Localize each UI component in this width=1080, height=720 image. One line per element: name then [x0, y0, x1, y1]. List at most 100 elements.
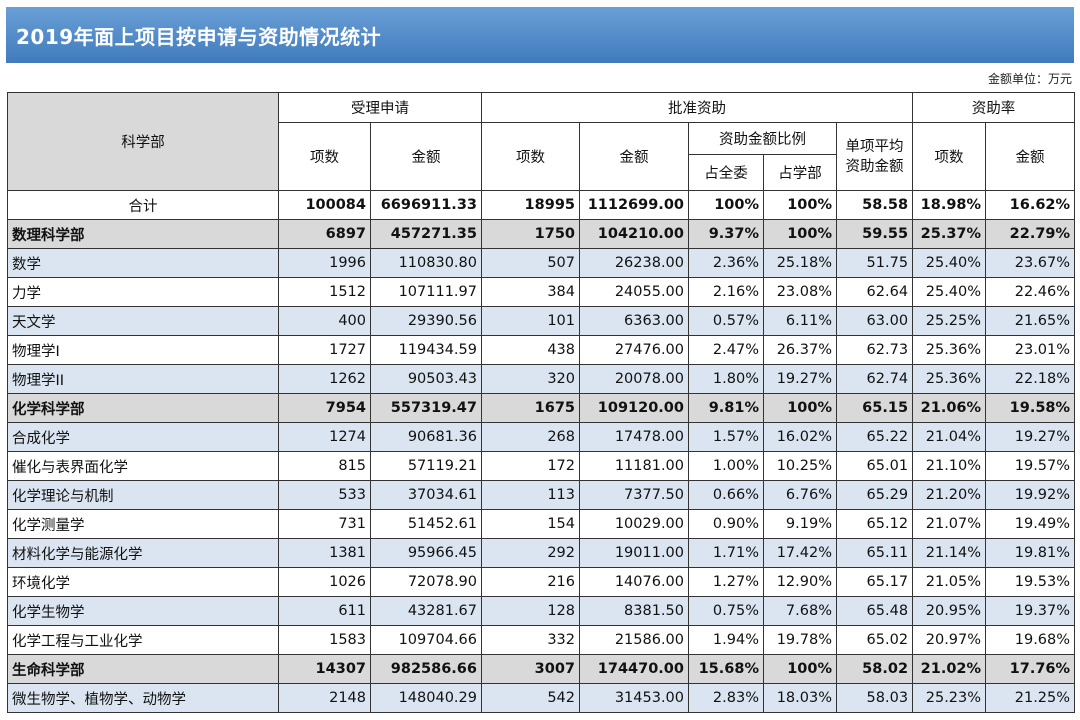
cell-app-amount: 109120.00	[579, 393, 689, 423]
cell-acc-amount: 90503.43	[370, 364, 482, 394]
cell-share-dept: 10.25%	[763, 451, 837, 481]
table-row: 化学理论与机制 533 37034.61 113 7377.50 0.66% 6.76% 65…	[7, 480, 1076, 510]
cell-app-count: 101	[481, 306, 580, 336]
dept-row: 化学科学部 7954 557319.47 1675 109120.00 9.81% 100%…	[7, 393, 1076, 423]
cell-app-amount: 10029.00	[579, 509, 689, 539]
cell-share-all: 0.90%	[688, 509, 764, 539]
cell-share-all: 0.57%	[688, 306, 764, 336]
cell-share-all: 0.66%	[688, 480, 764, 510]
row-name: 合成化学	[7, 422, 279, 452]
cell-avg: 63.00	[835, 306, 914, 336]
cell-share-all: 2.47%	[688, 335, 764, 365]
table-row: 数学 1996 110830.80 507 26238.00 2.36% 25.18% 51.…	[7, 248, 1076, 278]
cell-share-dept: 6.11%	[763, 306, 837, 336]
table-row: 力学 1512 107111.97 384 24055.00 2.16% 23.08% 62.…	[7, 277, 1076, 307]
cell-app-amount: 24055.00	[579, 277, 689, 307]
cell-app-amount: 31453.00	[579, 683, 689, 713]
header-share-all: 占全委	[688, 154, 764, 191]
cell-app-amount: 11181.00	[579, 451, 689, 481]
row-name: 物理学I	[7, 335, 279, 365]
row-name: 催化与表界面化学	[7, 451, 279, 481]
cell-app-count: 18995	[481, 190, 580, 220]
table-row: 材料化学与能源化学 1381 95966.45 292 19011.00 1.71% 17.…	[7, 538, 1076, 568]
cell-acc-count: 2148	[278, 683, 371, 713]
cell-acc-amount: 107111.97	[370, 277, 482, 307]
row-name: 材料化学与能源化学	[7, 538, 279, 568]
row-name: 数理科学部	[7, 219, 279, 249]
header-acc-amount: 金额	[370, 122, 482, 191]
cell-avg: 65.01	[835, 451, 914, 481]
cell-app-amount: 174470.00	[579, 654, 689, 684]
table-row: 催化与表界面化学 815 57119.21 172 11181.00 1.00% 10.25…	[7, 451, 1076, 481]
cell-avg: 62.73	[835, 335, 914, 365]
row-name: 化学测量学	[7, 509, 279, 539]
stats-table: 科学部 受理申请 批准资助 资助率 项数 金额 项数 金额 资助金额比例 单项平…	[7, 92, 1076, 713]
cell-rate-amount: 19.49%	[985, 509, 1076, 539]
table-row: 物理学I 1727 119434.59 438 27476.00 2.47% 26.37% 6…	[7, 335, 1076, 365]
cell-acc-count: 1583	[278, 625, 371, 655]
cell-rate-amount: 23.67%	[985, 248, 1076, 278]
cell-app-amount: 6363.00	[579, 306, 689, 336]
cell-share-dept: 17.42%	[763, 538, 837, 568]
cell-avg: 65.17	[835, 567, 914, 597]
cell-rate-amount: 17.76%	[985, 654, 1076, 684]
cell-share-all: 2.16%	[688, 277, 764, 307]
table-row: 物理学II 1262 90503.43 320 20078.00 1.80% 19.27% 6…	[7, 364, 1076, 394]
cell-share-all: 1.71%	[688, 538, 764, 568]
cell-share-all: 1.00%	[688, 451, 764, 481]
cell-share-all: 15.68%	[688, 654, 764, 684]
cell-app-count: 1675	[481, 393, 580, 423]
cell-rate-count: 21.20%	[912, 480, 987, 510]
cell-rate-count: 25.36%	[912, 364, 987, 394]
header-approved: 批准资助	[480, 92, 914, 123]
cell-avg: 65.15	[835, 393, 914, 423]
cell-app-amount: 17478.00	[579, 422, 689, 452]
table-row: 化学工程与工业化学 1583 109704.66 332 21586.00 1.94% 19…	[7, 625, 1076, 655]
cell-app-amount: 27476.00	[579, 335, 689, 365]
cell-share-dept: 16.02%	[763, 422, 837, 452]
cell-app-count: 216	[481, 567, 580, 597]
cell-acc-count: 14307	[278, 654, 371, 684]
cell-rate-count: 21.06%	[912, 393, 987, 423]
cell-rate-amount: 22.46%	[985, 277, 1076, 307]
cell-share-dept: 7.68%	[763, 596, 837, 626]
row-name: 物理学II	[7, 364, 279, 394]
cell-app-count: 542	[481, 683, 580, 713]
cell-share-all: 0.75%	[688, 596, 764, 626]
cell-rate-count: 18.98%	[912, 190, 987, 220]
cell-acc-amount: 90681.36	[370, 422, 482, 452]
cell-acc-amount: 109704.66	[370, 625, 482, 655]
cell-rate-count: 25.25%	[912, 306, 987, 336]
cell-share-dept: 12.90%	[763, 567, 837, 597]
header-dept: 科学部	[7, 92, 279, 191]
cell-app-count: 268	[481, 422, 580, 452]
table-row: 化学生物学 611 43281.67 128 8381.50 0.75% 7.68% 65.4…	[7, 596, 1076, 626]
header-ratio: 资助金额比例	[688, 122, 837, 155]
cell-rate-amount: 16.62%	[985, 190, 1076, 220]
cell-app-count: 507	[481, 248, 580, 278]
cell-rate-amount: 19.68%	[985, 625, 1076, 655]
cell-share-dept: 6.76%	[763, 480, 837, 510]
page-title: 2019年面上项目按申请与资助情况统计	[16, 24, 382, 49]
row-name: 环境化学	[7, 567, 279, 597]
cell-acc-amount: 37034.61	[370, 480, 482, 510]
cell-app-count: 128	[481, 596, 580, 626]
cell-rate-count: 21.10%	[912, 451, 987, 481]
header-share-dept: 占学部	[763, 154, 837, 191]
cell-acc-amount: 6696911.33	[370, 190, 482, 220]
header-accepted: 受理申请	[278, 92, 482, 123]
cell-rate-amount: 19.27%	[985, 422, 1076, 452]
cell-acc-count: 1381	[278, 538, 371, 568]
row-name: 微生物学、植物学、动物学	[7, 683, 279, 713]
cell-app-amount: 20078.00	[579, 364, 689, 394]
cell-share-dept: 18.03%	[763, 683, 837, 713]
cell-acc-amount: 72078.90	[370, 567, 482, 597]
header-app-amount: 金额	[579, 122, 689, 191]
cell-acc-count: 100084	[278, 190, 371, 220]
cell-avg: 58.02	[835, 654, 914, 684]
cell-acc-count: 6897	[278, 219, 371, 249]
cell-rate-amount: 19.53%	[985, 567, 1076, 597]
cell-rate-count: 25.40%	[912, 277, 987, 307]
cell-share-all: 2.83%	[688, 683, 764, 713]
cell-share-dept: 23.08%	[763, 277, 837, 307]
